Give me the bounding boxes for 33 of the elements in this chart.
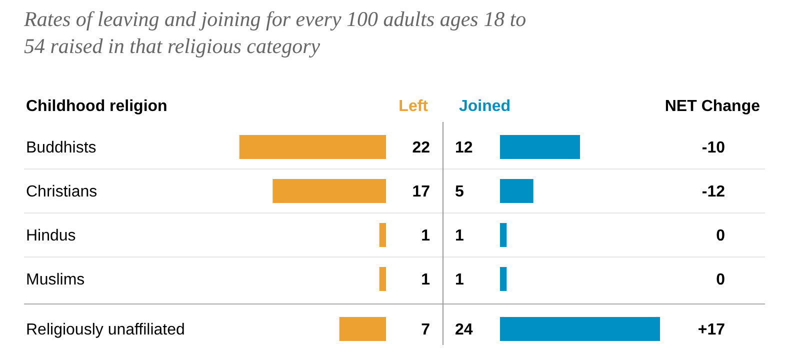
- bar: [500, 179, 534, 203]
- bar: [500, 267, 507, 291]
- text: 0: [716, 272, 726, 289]
- data-label: 1: [421, 272, 430, 289]
- bar: [500, 135, 580, 159]
- series-label: Left: [398, 98, 429, 115]
- text: +17: [698, 322, 726, 339]
- y-tick-label: Buddhists: [26, 140, 96, 157]
- bar: [272, 179, 386, 203]
- data-label: 5: [455, 184, 464, 201]
- data-label: 12: [455, 140, 473, 157]
- bar: [379, 223, 386, 247]
- y-axis-title: Childhood religion: [26, 98, 168, 115]
- data-label: 17: [412, 184, 430, 201]
- y-tick-label: Hindus: [26, 228, 76, 245]
- data-label: 1: [421, 228, 430, 245]
- y-tick-label: Religiously unaffiliated: [26, 322, 185, 339]
- text: 0: [716, 228, 726, 245]
- data-label: 22: [412, 140, 430, 157]
- chart-title: Rates of leaving and joining for every 100 adults ages 18 to 54 raised in that religious category: [23, 7, 526, 58]
- y-tick-label: Muslims: [26, 272, 85, 289]
- data-label: 1: [455, 272, 464, 289]
- bar: [239, 135, 386, 159]
- bar: [379, 267, 386, 291]
- series-label: Joined: [459, 98, 511, 115]
- bar: [500, 223, 507, 247]
- text: NET Change: [664, 98, 760, 115]
- text: -12: [702, 184, 726, 201]
- data-label: 24: [455, 322, 473, 339]
- data-label: 7: [421, 322, 430, 339]
- y-tick-label: Christians: [26, 184, 98, 201]
- text: -10: [702, 140, 726, 157]
- data-label: 1: [455, 228, 464, 245]
